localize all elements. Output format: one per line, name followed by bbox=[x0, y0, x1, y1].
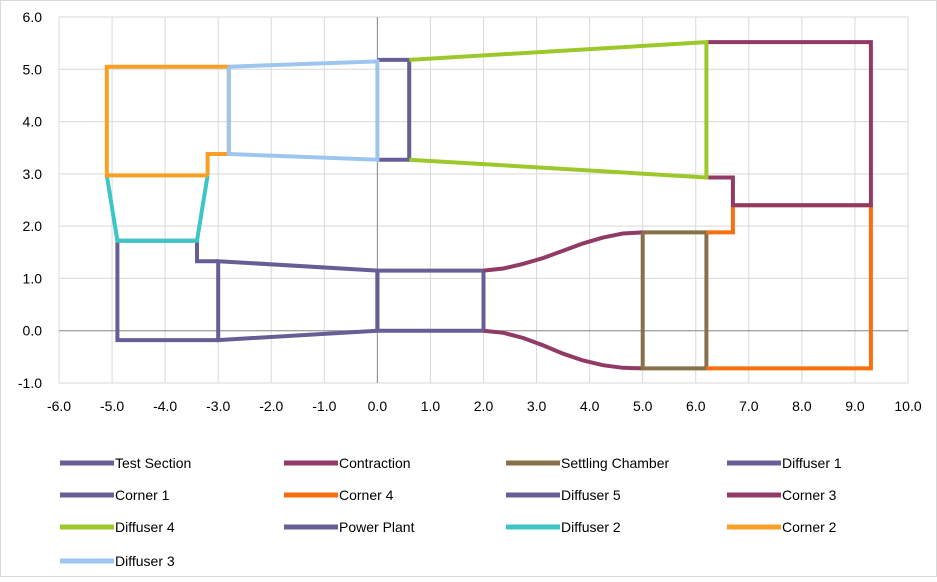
series-line-contraction bbox=[483, 328, 643, 371]
legend-label-diffuser-5: Diffuser 5 bbox=[561, 487, 621, 503]
x-tick-label: -3.0 bbox=[206, 398, 230, 414]
legend-label-diffuser-3: Diffuser 3 bbox=[115, 553, 175, 569]
legend: Test Section Contraction Settling Chamber D… bbox=[60, 455, 842, 569]
legend-label-corner-1: Corner 1 bbox=[115, 487, 170, 503]
series-line-corner-3 bbox=[706, 40, 873, 208]
y-tick-label: 0.0 bbox=[23, 323, 43, 339]
x-tick-label: -1.0 bbox=[312, 398, 336, 414]
series-line-diffuser-5 bbox=[377, 57, 412, 162]
x-tick-label: 8.0 bbox=[792, 398, 812, 414]
x-tick-label: 2.0 bbox=[474, 398, 494, 414]
x-tick-label: 10.0 bbox=[894, 398, 921, 414]
legend-label-diffuser-4: Diffuser 4 bbox=[115, 519, 175, 535]
legend-label-diffuser-1: Diffuser 1 bbox=[782, 455, 842, 471]
y-tick-label: 5.0 bbox=[23, 61, 43, 77]
y-tick-label: 3.0 bbox=[23, 166, 43, 182]
x-tick-label: -6.0 bbox=[47, 398, 71, 414]
x-tick-label: -4.0 bbox=[153, 398, 177, 414]
y-tick-label: -1.0 bbox=[18, 375, 42, 391]
series bbox=[104, 39, 873, 371]
x-tick-label: 9.0 bbox=[845, 398, 865, 414]
y-tick-label: 6.0 bbox=[23, 9, 43, 25]
x-tick-label: -2.0 bbox=[259, 398, 283, 414]
legend-label-diffuser-2: Diffuser 2 bbox=[561, 519, 621, 535]
x-tick-label: 7.0 bbox=[739, 398, 759, 414]
legend-label-settling-chamber: Settling Chamber bbox=[561, 455, 670, 471]
series-line-diffuser-2 bbox=[104, 175, 210, 243]
series-line-contraction bbox=[483, 230, 643, 273]
y-tick-label: 1.0 bbox=[23, 270, 43, 286]
x-tick-label: -5.0 bbox=[100, 398, 124, 414]
x-tick-label: 3.0 bbox=[527, 398, 547, 414]
legend-label-corner-3: Corner 3 bbox=[782, 487, 837, 503]
x-tick-label: 6.0 bbox=[686, 398, 706, 414]
legend-label-contraction: Contraction bbox=[339, 455, 411, 471]
x-tick-label: 1.0 bbox=[421, 398, 441, 414]
legend-label-corner-2: Corner 2 bbox=[782, 519, 837, 535]
legend-label-power-plant: Power Plant bbox=[339, 519, 415, 535]
y-tick-label: 2.0 bbox=[23, 218, 43, 234]
x-tick-label: 4.0 bbox=[580, 398, 600, 414]
legend-label-test-section: Test Section bbox=[115, 455, 191, 471]
x-tick-label: 5.0 bbox=[633, 398, 653, 414]
series-line-diffuser-4 bbox=[409, 39, 709, 180]
series-line-diffuser-3 bbox=[226, 59, 380, 162]
tick-labels: -6.0 -5.0 -4.0 -3.0 -2.0 -1.0 0.0 1.0 2.0 3.0 4.0 5… bbox=[18, 9, 922, 414]
legend-label-corner-4: Corner 4 bbox=[339, 487, 394, 503]
y-tick-label: 4.0 bbox=[23, 114, 43, 130]
x-tick-label: 0.0 bbox=[368, 398, 388, 414]
